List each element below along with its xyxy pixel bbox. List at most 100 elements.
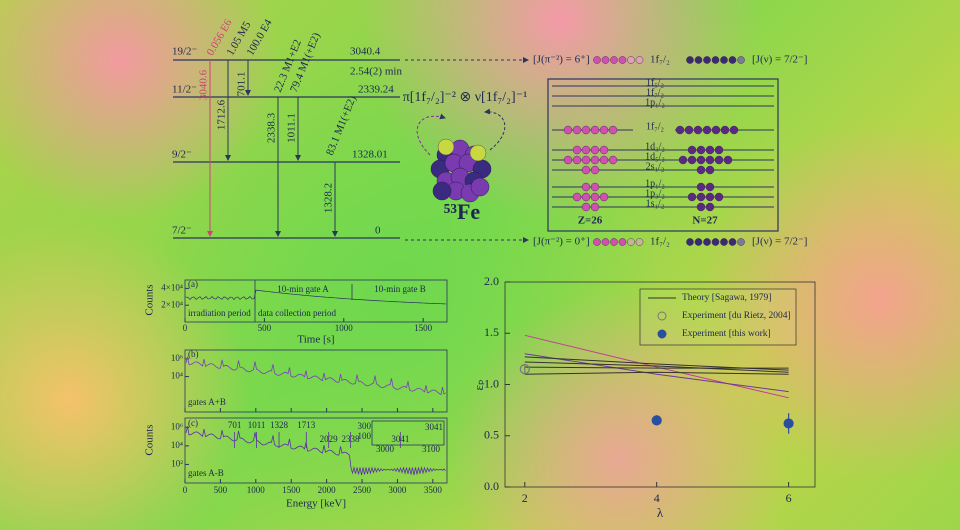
hole bbox=[469, 144, 487, 162]
nucleon bbox=[590, 202, 600, 212]
legend-label: Theory [Sagawa, 1979] bbox=[682, 293, 771, 303]
inset-tick: 3100 bbox=[422, 444, 441, 454]
nucleon bbox=[635, 56, 644, 64]
y-tick-label: 2.0 bbox=[484, 274, 499, 288]
x-tick-label: 2 bbox=[522, 491, 528, 505]
inset-tick: 3000 bbox=[376, 444, 395, 454]
nucleon bbox=[694, 56, 703, 64]
nucleon bbox=[610, 56, 618, 64]
nucleon bbox=[737, 56, 745, 64]
arc-arrow bbox=[416, 113, 446, 156]
nucleon bbox=[470, 177, 490, 197]
nucleon bbox=[563, 155, 573, 165]
nucleon bbox=[618, 238, 627, 246]
x-tick-label: 0 bbox=[183, 323, 188, 333]
nucleon bbox=[590, 165, 600, 175]
energy: 0 bbox=[375, 225, 381, 237]
nucleon bbox=[581, 182, 591, 192]
x-tick-label: 1500 bbox=[414, 323, 433, 333]
transition-energy: 1712.6 bbox=[216, 99, 228, 130]
nucleon bbox=[702, 125, 712, 135]
x-tick-label: 2500 bbox=[353, 485, 372, 495]
level-scheme: 19/2⁻ 3040.4 2.54(2) min 11/2⁻ 2339.24 9… bbox=[172, 17, 807, 248]
point bbox=[651, 415, 662, 426]
nucleon bbox=[618, 56, 627, 64]
panel-frame bbox=[184, 279, 448, 323]
configuration: [J(ν) = 7/2⁻] bbox=[752, 54, 807, 66]
period-label: data collection period bbox=[258, 308, 336, 318]
nucleon bbox=[705, 165, 715, 175]
peak-label: 1011 bbox=[248, 420, 266, 430]
configuration: 1f₇/₂ bbox=[650, 54, 670, 66]
chart: λ εₚ Theory [Sagawa, 1979] Experiment [d… bbox=[471, 274, 794, 520]
orbital-label: 1f₅/₂ bbox=[646, 77, 664, 88]
gate-label: 10-min gate A bbox=[277, 284, 329, 294]
orbital-label: 1f₇/₂ bbox=[646, 121, 664, 132]
configuration: 1f₇/₂ bbox=[650, 236, 670, 248]
nucleon bbox=[696, 155, 706, 165]
nucleon bbox=[696, 192, 706, 202]
nucleon bbox=[729, 125, 739, 135]
x-tick-label: 500 bbox=[214, 485, 228, 495]
nucleus: π[1f₇/₂]⁻² ⊗ ν[1f₇/₂]⁻¹ ⁵³Fe bbox=[403, 90, 528, 224]
orbital-label: 2s₁/₂ bbox=[646, 161, 665, 172]
nucleon bbox=[705, 155, 715, 165]
shell-model: Z=26 N=27 1f₅/₂1f₇/₂1p₁/₂1f₇/₂1d₃/₂1d₅/₂… bbox=[552, 77, 774, 227]
nucleon bbox=[599, 155, 609, 165]
spectra-text: Counts Counts (a) irradiation period dat… bbox=[144, 279, 447, 510]
nucleon bbox=[627, 56, 635, 64]
nucleon bbox=[728, 56, 737, 64]
nucleon bbox=[590, 125, 600, 135]
nucleon bbox=[737, 238, 745, 246]
transition-energy: 3040.6 bbox=[198, 69, 210, 100]
y-tick-label: 4×10⁴ bbox=[161, 282, 183, 292]
nucleon bbox=[572, 155, 582, 165]
nucleon bbox=[696, 165, 706, 175]
transition-energy: 1328.2 bbox=[323, 183, 335, 213]
nucleon bbox=[572, 192, 582, 202]
shell-box bbox=[547, 78, 779, 232]
point bbox=[783, 418, 794, 429]
nucleon bbox=[714, 192, 724, 202]
peak-label: 2338 bbox=[342, 434, 361, 444]
nucleon bbox=[696, 182, 706, 192]
x-tick-label: 1500 bbox=[282, 485, 301, 495]
nucleon bbox=[593, 238, 601, 246]
nucleon bbox=[684, 125, 694, 135]
nucleon bbox=[720, 238, 728, 246]
x-tick-label: 3500 bbox=[424, 485, 443, 495]
proton-label: Z=26 bbox=[578, 215, 603, 227]
theory-line bbox=[524, 366, 789, 369]
nucleon bbox=[703, 56, 711, 64]
nucleon bbox=[581, 192, 591, 202]
inset-peak: 3041 bbox=[425, 422, 443, 432]
x-label: Time [s] bbox=[297, 334, 334, 346]
orbital-label: 1p₁/₂ bbox=[645, 178, 665, 189]
spectrum bbox=[185, 426, 446, 476]
nucleon bbox=[711, 125, 721, 135]
y-tick-label: 2×10⁴ bbox=[161, 299, 183, 309]
configuration: [J(π⁻²) = 6⁺] bbox=[533, 54, 590, 66]
x-tick-label: 0 bbox=[183, 485, 188, 495]
arc-arrow bbox=[484, 108, 506, 151]
y-label: εₚ bbox=[471, 379, 486, 390]
theory-line bbox=[524, 371, 789, 375]
panel-tag: (a) bbox=[188, 279, 198, 289]
nucleon bbox=[608, 125, 618, 135]
nucleon bbox=[599, 145, 609, 155]
orbital-label: 1d₅/₂ bbox=[645, 151, 665, 162]
neutron-label: N=27 bbox=[692, 215, 718, 227]
half-life: 2.54(2) min bbox=[350, 66, 402, 78]
nucleon bbox=[703, 238, 711, 246]
spin: 19/2⁻ bbox=[172, 46, 198, 58]
inset-frame bbox=[371, 420, 445, 446]
legend-label: Experiment [du Rietz, 2004] bbox=[682, 311, 791, 321]
hole bbox=[437, 138, 455, 156]
nucleon bbox=[563, 125, 573, 135]
nucleon bbox=[705, 202, 715, 212]
x-tick-label: 1000 bbox=[335, 323, 354, 333]
y-label: Counts bbox=[144, 424, 156, 455]
nucleon bbox=[581, 155, 591, 165]
nucleon bbox=[675, 125, 685, 135]
